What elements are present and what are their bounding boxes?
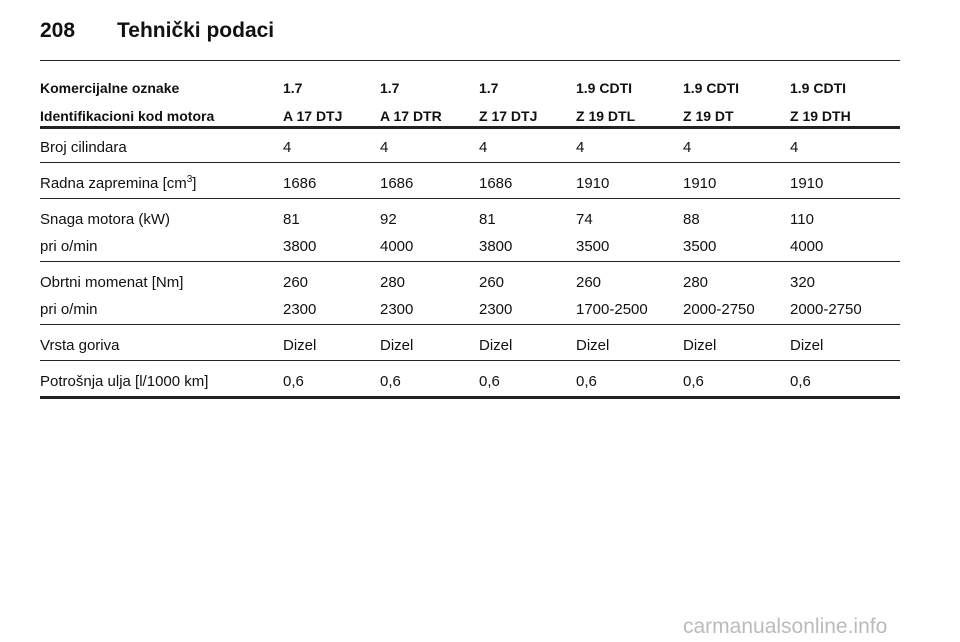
cell: 4 [283, 139, 292, 156]
cell: 260 [576, 274, 602, 291]
header-cell: Identifikacioni kod motora [40, 108, 215, 124]
page-number: 208 [40, 19, 76, 42]
cell: 0,6 [283, 373, 304, 390]
cell: 0,6 [479, 373, 500, 390]
page-title: Tehnički podaci [117, 19, 275, 42]
header-cell: Z 19 DTH [790, 108, 851, 124]
row-label: Radna zapremina [cm3] [40, 175, 196, 193]
cell: Dizel [576, 337, 610, 354]
label-text: pri o/min [40, 238, 98, 255]
cell: 1910 [576, 175, 610, 192]
cell: 4 [790, 139, 799, 156]
cell: 1910 [790, 175, 824, 192]
cell: 4 [683, 139, 692, 156]
cell: 92 [380, 211, 397, 228]
cell: 1700-2500 [576, 301, 648, 318]
cell: 81 [479, 211, 496, 228]
cell: 4 [380, 139, 389, 156]
label-text-end: ] [192, 175, 197, 192]
group-rule [40, 198, 900, 199]
cell: 4 [479, 139, 488, 156]
cell: 2000-2750 [683, 301, 755, 318]
cell: 260 [283, 274, 309, 291]
cell: 110 [790, 211, 814, 228]
cell: 1686 [479, 175, 513, 192]
cell: 4 [576, 139, 585, 156]
header-cell: 1.7 [283, 80, 303, 96]
cell: 320 [790, 274, 816, 291]
cell: 3800 [479, 238, 513, 255]
cell: 0,6 [790, 373, 811, 390]
cell: 2000-2750 [790, 301, 862, 318]
label-text: Obrtni momenat [Nm] [40, 274, 184, 291]
row-label: Snaga motora (kW) [40, 211, 170, 229]
label-superscript: 3 [186, 174, 193, 185]
header-cell: Z 19 DTL [576, 108, 636, 124]
label-text: Radna zapremina [cm [40, 175, 187, 192]
watermark: carmanualsonline.info [683, 615, 888, 638]
cell: 280 [380, 274, 406, 291]
cell: 4000 [380, 238, 414, 255]
cell: 74 [576, 211, 593, 228]
group-rule [40, 261, 900, 262]
cell: 0,6 [380, 373, 401, 390]
header-rule [40, 60, 900, 61]
header-cell: Z 19 DT [683, 108, 734, 124]
row-label: Potrošnja ulja [l/1000 km] [40, 373, 208, 391]
label-text: Snaga motora (kW) [40, 211, 171, 228]
row-label: Vrsta goriva [40, 337, 119, 355]
group-rule [40, 360, 900, 361]
cell: 3800 [283, 238, 317, 255]
label-text: Broj cilindara [40, 139, 127, 156]
cell: 81 [283, 211, 300, 228]
group-rule [40, 162, 900, 163]
header-rule-thick [40, 126, 900, 129]
cell: 260 [479, 274, 505, 291]
cell: 2300 [380, 301, 414, 318]
header-cell: 1.9 CDTI [683, 80, 740, 96]
cell: Dizel [283, 337, 317, 354]
header-cell: A 17 DTR [380, 108, 442, 124]
table-bottom-rule [40, 396, 900, 399]
cell: 3500 [683, 238, 717, 255]
cell: Dizel [790, 337, 824, 354]
row-label: pri o/min [40, 301, 98, 319]
header-cell: 1.9 CDTI [790, 80, 847, 96]
cell: Dizel [380, 337, 414, 354]
row-label: pri o/min [40, 238, 98, 256]
cell: 1686 [380, 175, 414, 192]
cell: 1686 [283, 175, 317, 192]
row-label: Obrtni momenat [Nm] [40, 274, 183, 292]
label-text: Potrošnja ulja [l/1000 km] [40, 373, 209, 390]
cell: 280 [683, 274, 709, 291]
cell: 0,6 [683, 373, 704, 390]
cell: 2300 [283, 301, 317, 318]
header-cell: A 17 DTJ [283, 108, 343, 124]
row-label: Broj cilindara [40, 139, 127, 157]
label-text: pri o/min [40, 301, 98, 318]
label-text: Vrsta goriva [40, 337, 120, 354]
header-cell: Komercijalne oznake [40, 80, 180, 96]
cell: 4000 [790, 238, 824, 255]
cell: Dizel [479, 337, 513, 354]
header-cell: 1.7 [479, 80, 499, 96]
cell: 1910 [683, 175, 717, 192]
cell: Dizel [683, 337, 717, 354]
cell: 3500 [576, 238, 610, 255]
cell: 88 [683, 211, 700, 228]
header-cell: Z 17 DTJ [479, 108, 538, 124]
header-cell: 1.9 CDTI [576, 80, 633, 96]
cell: 2300 [479, 301, 513, 318]
header-cell: 1.7 [380, 80, 400, 96]
group-rule [40, 324, 900, 325]
cell: 0,6 [576, 373, 597, 390]
